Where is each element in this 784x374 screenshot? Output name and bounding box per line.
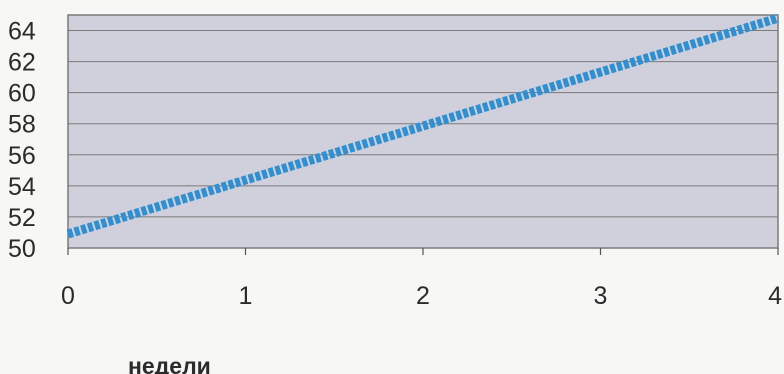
series-line [66, 13, 780, 239]
x-tick-label: 4 [768, 282, 782, 310]
x-tick-label: 3 [594, 282, 608, 310]
x-axis-label: недели [128, 353, 211, 374]
x-axis-ticks: 0 1 2 3 4 [61, 248, 782, 310]
data-series [66, 13, 780, 239]
x-tick-label: 0 [61, 282, 75, 310]
x-tick-label: 1 [239, 282, 253, 310]
y-tick-label: 64 [8, 18, 36, 46]
y-tick-label: 52 [8, 204, 36, 232]
gridlines [68, 30, 778, 218]
y-tick-label: 54 [8, 173, 36, 201]
y-tick-label: 62 [8, 49, 36, 77]
y-axis-ticks: 50 52 54 56 58 60 62 64 [8, 18, 36, 263]
y-tick-label: 56 [8, 142, 36, 170]
y-tick-label: 60 [8, 80, 36, 108]
y-tick-label: 50 [8, 235, 36, 263]
y-tick-label: 58 [8, 111, 36, 139]
x-tick-label: 2 [416, 282, 430, 310]
